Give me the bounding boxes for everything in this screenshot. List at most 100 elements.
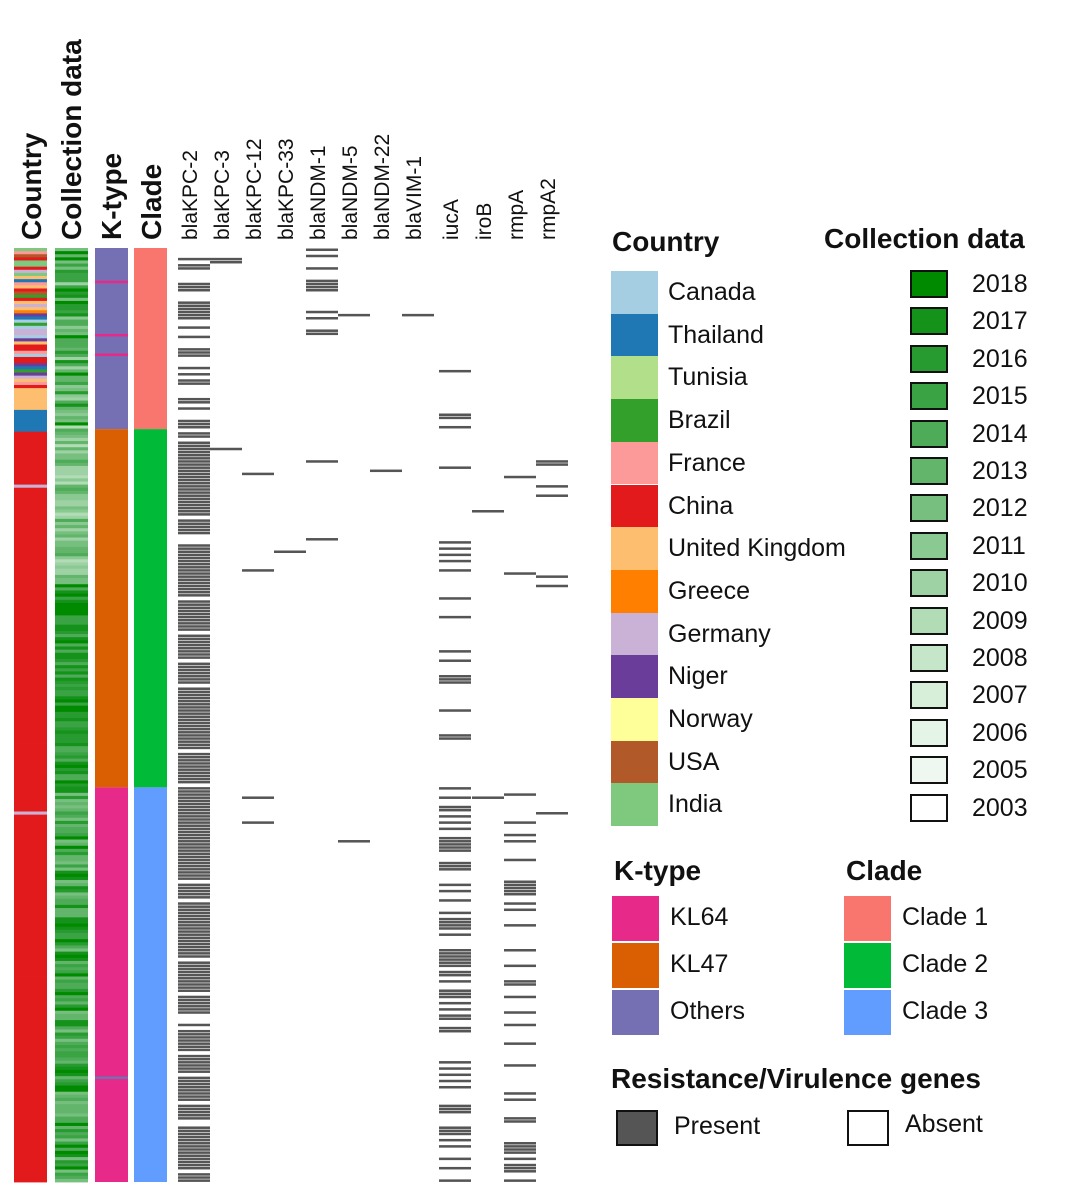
- collection-year-cell: [55, 864, 88, 868]
- gene-present-cell: [178, 606, 210, 610]
- legend-label: 2018: [972, 270, 1028, 298]
- gene-present-cell: [178, 348, 210, 351]
- collection-year-cell: [55, 490, 88, 495]
- collection-year-cell: [55, 736, 88, 741]
- collection-year-cell: [55, 795, 88, 800]
- country-cell: [14, 1097, 47, 1102]
- gene-present-cell: [178, 1061, 210, 1064]
- gene-present-cell: [439, 1126, 471, 1129]
- gene-present-cell: [178, 793, 210, 796]
- gene-present-cell: [178, 989, 210, 992]
- gene-present-cell: [178, 799, 210, 803]
- country-cell: [14, 602, 47, 607]
- legend-swatch: [910, 569, 948, 598]
- gene-present-cell: [536, 812, 568, 815]
- country-cell: [14, 1066, 47, 1071]
- collection-year-cell: [55, 1001, 88, 1005]
- country-cell: [14, 746, 47, 750]
- country-cell: [14, 898, 47, 903]
- collection-year-cell: [55, 674, 88, 679]
- gene-present-cell: [178, 310, 210, 314]
- gene-present-cell: [178, 964, 210, 968]
- country-cell: [14, 571, 47, 576]
- gene-present-cell: [178, 267, 210, 270]
- country-cell: [14, 531, 47, 535]
- country-cell: [14, 428, 47, 433]
- collection-year-cell: [55, 954, 88, 959]
- country-cell: [14, 957, 47, 962]
- collection-year-cell: [55, 338, 88, 342]
- country-cell: [14, 696, 47, 700]
- country-cell: [14, 322, 47, 327]
- country-cell: [14, 338, 47, 342]
- legend-label: India: [668, 790, 723, 819]
- gene-present-cell: [178, 463, 210, 466]
- gene-present-cell: [178, 768, 210, 771]
- country-cell: [14, 739, 47, 744]
- gene-present-cell: [178, 678, 210, 681]
- country-cell: [14, 1144, 47, 1149]
- country-cell: [14, 1010, 47, 1015]
- legend-swatch: [611, 313, 658, 357]
- gene-present-cell: [178, 1033, 210, 1036]
- collection-year-cell: [55, 1091, 88, 1096]
- legend-label: China: [668, 491, 734, 520]
- legend-swatch: [611, 569, 658, 613]
- country-cell: [14, 973, 47, 977]
- gene-present-cell: [178, 765, 210, 768]
- legend-swatch: [910, 681, 948, 710]
- gene-present-cell: [439, 1026, 471, 1030]
- collection-year-cell: [55, 1079, 88, 1083]
- gene-column-header: blaNDM-1: [307, 145, 330, 240]
- collection-year-cell: [55, 690, 88, 694]
- country-cell: [14, 360, 47, 364]
- country-cell: [14, 727, 47, 731]
- gene-present-cell: [439, 615, 471, 619]
- gene-present-cell: [439, 1073, 471, 1077]
- country-cell: [14, 413, 47, 417]
- country-cell: [14, 805, 47, 809]
- country-cell: [14, 515, 47, 520]
- country-cell: [14, 842, 47, 847]
- gene-present-cell: [306, 310, 338, 314]
- gene-present-cell: [178, 668, 210, 672]
- country-cell: [14, 288, 47, 292]
- country-cell: [14, 503, 47, 507]
- gene-present-cell: [439, 1014, 471, 1017]
- collection-year-cell: [55, 549, 88, 554]
- ktype-mark: [95, 1076, 128, 1079]
- country-cell: [14, 297, 47, 302]
- collection-year-cell: [55, 671, 88, 675]
- gene-present-cell: [439, 734, 471, 737]
- collection-year-cell: [55, 696, 88, 700]
- gene-present-cell: [178, 812, 210, 815]
- collection-year-cell: [55, 612, 88, 616]
- country-cell: [14, 521, 47, 526]
- collection-year-cell: [55, 718, 88, 722]
- gene-present-cell: [178, 587, 210, 591]
- collection-year-cell: [55, 431, 88, 436]
- country-cell: [14, 708, 47, 713]
- collection-year-cell: [55, 637, 88, 641]
- gene-present-cell: [439, 992, 471, 996]
- collection-year-cell: [55, 562, 88, 566]
- gene-present-cell: [178, 1042, 210, 1045]
- collection-year-cell: [55, 711, 88, 716]
- gene-present-cell: [178, 802, 210, 806]
- gene-present-cell: [472, 796, 504, 799]
- collection-year-cell: [55, 817, 88, 822]
- collection-year-cell: [55, 945, 88, 949]
- gene-present-cell: [504, 1011, 536, 1014]
- collection-year-cell: [55, 917, 88, 921]
- gene-present-cell: [178, 307, 210, 311]
- gene-present-cell: [439, 659, 471, 662]
- legend-label: 2003: [972, 793, 1028, 822]
- country-cell: [14, 450, 47, 454]
- country-cell: [14, 1119, 47, 1124]
- gene-present-cell: [536, 494, 568, 497]
- gene-present-cell: [178, 1001, 210, 1005]
- country-cell: [14, 263, 47, 268]
- collection-year-cell: [55, 413, 88, 417]
- collection-year-cell: [55, 948, 88, 953]
- gene-present-cell: [439, 849, 471, 852]
